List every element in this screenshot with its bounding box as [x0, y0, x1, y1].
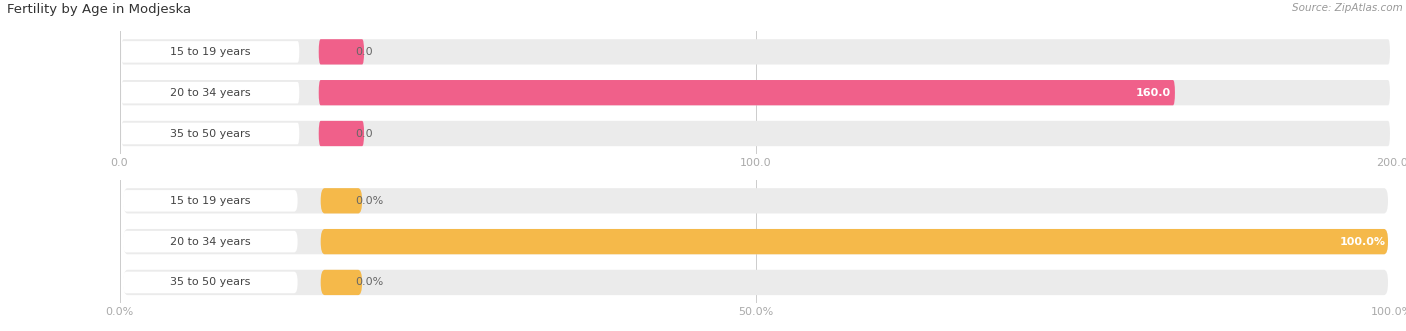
FancyBboxPatch shape	[121, 121, 1391, 146]
Text: 0.0%: 0.0%	[354, 196, 384, 206]
Text: 160.0: 160.0	[1136, 88, 1171, 98]
FancyBboxPatch shape	[321, 188, 363, 213]
Text: 35 to 50 years: 35 to 50 years	[170, 277, 250, 287]
Text: Source: ZipAtlas.com: Source: ZipAtlas.com	[1292, 3, 1403, 13]
Text: 0.0%: 0.0%	[354, 277, 384, 287]
FancyBboxPatch shape	[319, 39, 364, 65]
Text: 20 to 34 years: 20 to 34 years	[170, 88, 250, 98]
FancyBboxPatch shape	[122, 190, 298, 212]
FancyBboxPatch shape	[121, 82, 299, 103]
FancyBboxPatch shape	[319, 121, 364, 146]
FancyBboxPatch shape	[121, 80, 1391, 105]
Text: 0.0: 0.0	[354, 128, 373, 138]
FancyBboxPatch shape	[319, 80, 1175, 105]
FancyBboxPatch shape	[124, 188, 1388, 213]
FancyBboxPatch shape	[121, 39, 1391, 65]
FancyBboxPatch shape	[122, 272, 298, 293]
Text: 15 to 19 years: 15 to 19 years	[170, 196, 250, 206]
Text: 15 to 19 years: 15 to 19 years	[170, 47, 250, 57]
Text: 20 to 34 years: 20 to 34 years	[170, 237, 250, 247]
Text: Fertility by Age in Modjeska: Fertility by Age in Modjeska	[7, 3, 191, 16]
FancyBboxPatch shape	[124, 270, 1388, 295]
FancyBboxPatch shape	[321, 229, 1388, 254]
Text: 35 to 50 years: 35 to 50 years	[170, 128, 250, 138]
FancyBboxPatch shape	[122, 231, 298, 252]
Text: 0.0: 0.0	[354, 47, 373, 57]
FancyBboxPatch shape	[121, 41, 299, 63]
FancyBboxPatch shape	[321, 270, 363, 295]
Text: 100.0%: 100.0%	[1340, 237, 1385, 247]
FancyBboxPatch shape	[121, 123, 299, 144]
FancyBboxPatch shape	[124, 229, 1388, 254]
